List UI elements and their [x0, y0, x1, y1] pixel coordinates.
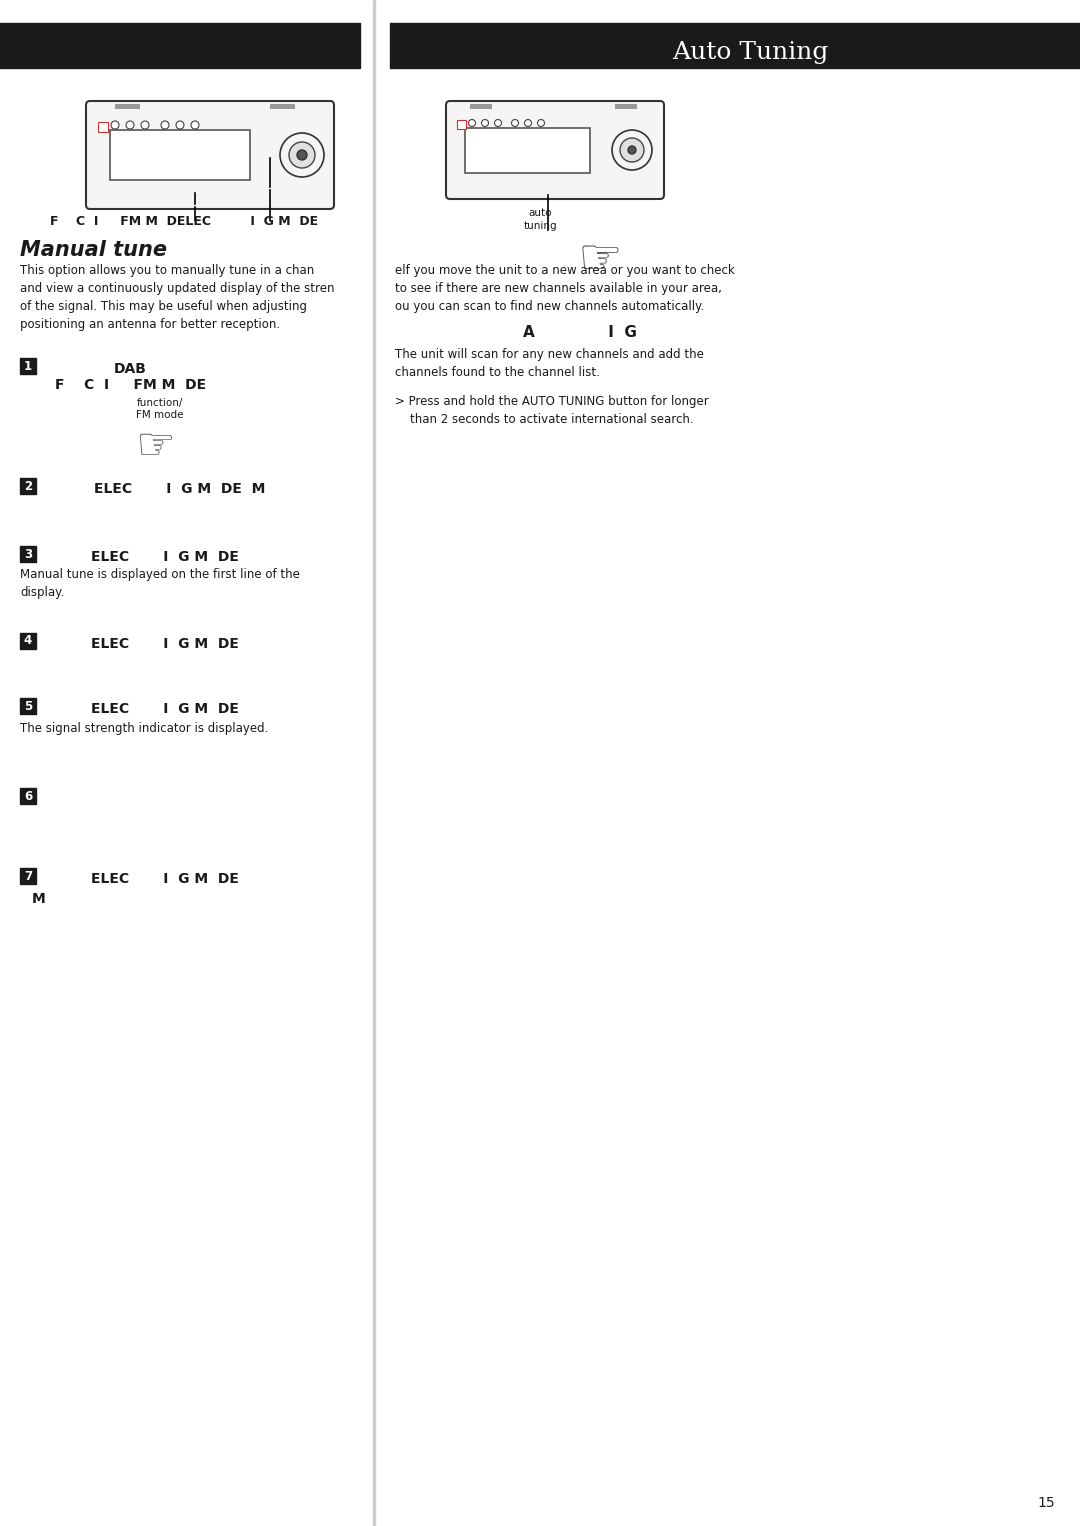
- Text: function/
FM mode: function/ FM mode: [136, 398, 184, 420]
- Circle shape: [620, 137, 644, 162]
- Text: Auto Tuning: Auto Tuning: [672, 41, 828, 64]
- Text: ELEC       I  G M  DE: ELEC I G M DE: [91, 871, 239, 887]
- Bar: [21, 478, 36, 494]
- Text: Manual tune is displayed on the first line of the
display.: Manual tune is displayed on the first li…: [21, 568, 300, 600]
- Bar: [615, 104, 637, 108]
- Bar: [21, 546, 36, 562]
- Text: 6: 6: [24, 789, 32, 803]
- Circle shape: [126, 121, 134, 130]
- Text: 3: 3: [24, 548, 32, 560]
- Text: ELEC       I  G M  DE: ELEC I G M DE: [91, 636, 239, 652]
- Text: > Press and hold the AUTO TUNING button for longer
    than 2 seconds to activat: > Press and hold the AUTO TUNING button …: [395, 395, 708, 426]
- Text: 1: 1: [24, 360, 32, 372]
- Circle shape: [495, 119, 501, 127]
- Text: auto
tuning: auto tuning: [523, 208, 557, 232]
- Circle shape: [469, 119, 475, 127]
- Text: 5: 5: [24, 699, 32, 713]
- Bar: [373, 0, 375, 1526]
- Text: F    C  I     FM M  DE: F C I FM M DE: [55, 378, 206, 392]
- Circle shape: [538, 119, 544, 127]
- Bar: [21, 787, 36, 804]
- Circle shape: [111, 121, 119, 130]
- Bar: [21, 697, 36, 714]
- Text: ☞: ☞: [578, 237, 622, 284]
- Circle shape: [482, 119, 488, 127]
- Text: The signal strength indicator is displayed.: The signal strength indicator is display…: [21, 722, 268, 736]
- Text: A              I  G: A I G: [523, 325, 637, 340]
- Bar: [98, 122, 108, 133]
- Text: 15: 15: [1038, 1495, 1055, 1511]
- Bar: [270, 104, 295, 108]
- Text: ☞: ☞: [135, 426, 175, 468]
- Circle shape: [161, 121, 168, 130]
- Text: M: M: [32, 893, 45, 906]
- Text: 2: 2: [24, 479, 32, 493]
- Bar: [0, 23, 360, 69]
- Bar: [390, 23, 1080, 69]
- Bar: [110, 130, 249, 180]
- Bar: [21, 633, 36, 649]
- Text: This option allows you to manually tune in a chan
and view a continuously update: This option allows you to manually tune …: [21, 264, 335, 331]
- FancyBboxPatch shape: [86, 101, 334, 209]
- Bar: [21, 359, 36, 374]
- Text: 4: 4: [24, 635, 32, 647]
- FancyBboxPatch shape: [446, 101, 664, 198]
- Text: ELEC       I  G M  DE  M: ELEC I G M DE M: [94, 482, 266, 496]
- Text: The unit will scan for any new channels and add the
channels found to the channe: The unit will scan for any new channels …: [395, 348, 704, 378]
- Circle shape: [141, 121, 149, 130]
- Circle shape: [289, 142, 315, 168]
- Circle shape: [176, 121, 184, 130]
- Bar: [465, 128, 590, 172]
- Circle shape: [612, 130, 652, 169]
- Text: ELEC       I  G M  DE: ELEC I G M DE: [91, 702, 239, 716]
- Bar: [457, 121, 465, 130]
- Text: Manual tune: Manual tune: [21, 240, 167, 259]
- Circle shape: [280, 133, 324, 177]
- Circle shape: [297, 150, 307, 160]
- Circle shape: [512, 119, 518, 127]
- Bar: [470, 104, 492, 108]
- Text: elf you move the unit to a new area or you want to check
to see if there are new: elf you move the unit to a new area or y…: [395, 264, 734, 313]
- Circle shape: [191, 121, 199, 130]
- Bar: [21, 868, 36, 884]
- Bar: [114, 104, 140, 108]
- Circle shape: [627, 146, 636, 154]
- Text: F    C  I     FM M  DELEC         I  G M  DE: F C I FM M DELEC I G M DE: [50, 215, 319, 227]
- Text: ELEC       I  G M  DE: ELEC I G M DE: [91, 549, 239, 565]
- Text: DAB: DAB: [113, 362, 147, 375]
- Text: 7: 7: [24, 870, 32, 882]
- Circle shape: [525, 119, 531, 127]
